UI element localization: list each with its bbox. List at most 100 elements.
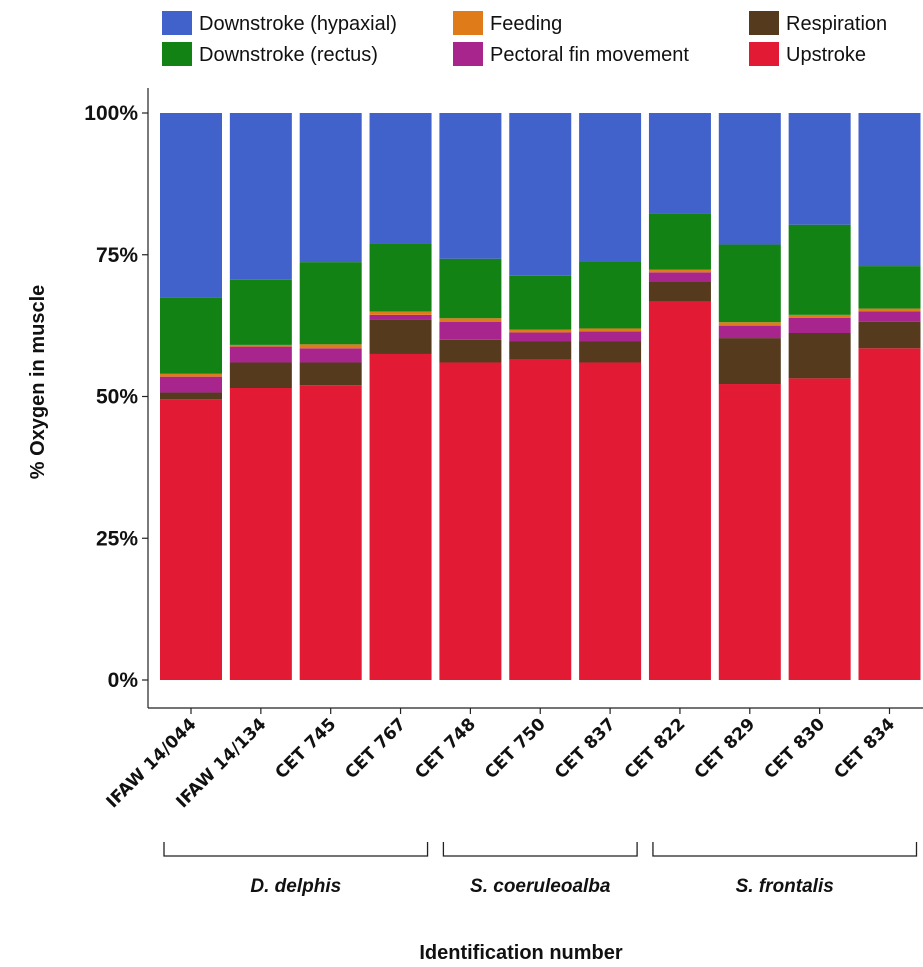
y-tick-label: 25%: [96, 527, 138, 550]
bar-stack-cet-750: [509, 113, 572, 680]
group-bracket: [652, 842, 918, 857]
bar-segment-respiration: [229, 362, 292, 388]
bar-segment-feeding: [160, 373, 222, 377]
y-axis-title: % Oxygen in muscle: [27, 285, 49, 480]
bar-segment-downstroke-hypaxial: [439, 113, 502, 259]
bar-segment-respiration: [718, 338, 781, 385]
bar-segment-downstroke-hypaxial: [648, 113, 711, 214]
bar-segment-respiration: [299, 362, 362, 386]
x-tick-label: CET 822: [621, 714, 690, 783]
bar-segment-downstroke-hypaxial: [160, 113, 222, 298]
bar-segment-pectoral-fin-movement: [509, 332, 572, 342]
x-tick-label: CET 837: [551, 714, 620, 783]
legend-swatch: [162, 11, 192, 35]
bar-segment-pectoral-fin-movement: [229, 346, 292, 363]
bar-stack-cet-830: [788, 113, 851, 680]
bar-segment-feeding: [299, 344, 362, 349]
legend-item-downstroke-hypaxial: Downstroke (hypaxial): [162, 11, 397, 35]
bar-stack-cet-837: [579, 113, 642, 680]
x-tick-label: CET 748: [411, 714, 480, 783]
x-tick-label: CET 830: [761, 714, 830, 783]
bar-segment-pectoral-fin-movement: [648, 272, 711, 282]
bar-segment-downstroke-hypaxial: [509, 113, 572, 276]
x-tick-label: CET 767: [341, 714, 410, 783]
bar-segment-downstroke-rectus: [579, 261, 642, 329]
bar-stack-cet-822: [648, 113, 711, 680]
bar-stack-cet-748: [439, 113, 502, 680]
bar-segment-respiration: [579, 341, 642, 363]
bar-segment-upstroke: [509, 359, 572, 680]
group-label: S. frontalis: [736, 876, 834, 897]
bar-segment-pectoral-fin-movement: [788, 317, 851, 333]
x-tick-label: CET 829: [691, 714, 760, 783]
x-axis-title: Identification number: [419, 942, 623, 964]
group-label: D. delphis: [250, 876, 341, 897]
bar-segment-feeding: [648, 269, 711, 273]
bar-segment-feeding: [858, 308, 921, 312]
legend-label: Feeding: [490, 13, 562, 35]
bar-segment-upstroke: [160, 399, 222, 680]
bar-segment-downstroke-rectus: [509, 275, 572, 330]
legend-label: Upstroke: [786, 44, 866, 66]
bar-segment-pectoral-fin-movement: [439, 321, 502, 340]
bar-segment-respiration: [369, 319, 432, 354]
bar-segment-respiration: [160, 392, 222, 400]
legend-label: Downstroke (hypaxial): [199, 13, 397, 35]
group-d-delphis: D. delphis: [163, 842, 429, 897]
bar-segment-pectoral-fin-movement: [858, 311, 921, 322]
bar-segment-respiration: [858, 321, 921, 349]
bar-segment-feeding: [229, 344, 292, 347]
bar-segment-downstroke-hypaxial: [858, 113, 921, 267]
bar-segment-upstroke: [858, 348, 921, 680]
plot-area: [160, 113, 921, 680]
bar-segment-pectoral-fin-movement: [579, 331, 642, 342]
legend-item-pectoral-fin-movement: Pectoral fin movement: [453, 42, 689, 66]
bar-segment-upstroke: [299, 385, 362, 680]
bar-segment-feeding: [439, 318, 502, 322]
bar-segment-pectoral-fin-movement: [160, 376, 222, 393]
x-tick-label: CET 750: [481, 714, 550, 783]
y-tick-label: 0%: [108, 669, 139, 692]
legend-item-upstroke: Upstroke: [749, 42, 866, 66]
x-tick-label: CET 745: [272, 714, 341, 783]
y-tick-label: 100%: [84, 102, 138, 125]
bar-segment-feeding: [718, 322, 781, 326]
x-tick-label: CET 834: [830, 714, 899, 783]
group-label: S. coeruleoalba: [470, 876, 611, 897]
bar-segment-downstroke-rectus: [160, 297, 222, 374]
legend-item-respiration: Respiration: [749, 11, 887, 35]
bar-segment-upstroke: [648, 301, 711, 680]
bar-segment-downstroke-hypaxial: [718, 113, 781, 245]
group-bracket: [163, 842, 429, 857]
bar-segment-feeding: [509, 329, 572, 333]
bar-stack-cet-829: [718, 113, 781, 680]
bar-segment-downstroke-rectus: [648, 213, 711, 270]
bar-segment-downstroke-hypaxial: [579, 113, 642, 262]
group-bracket: [442, 842, 638, 857]
legend-label: Respiration: [786, 13, 887, 35]
bar-segment-downstroke-rectus: [718, 244, 781, 323]
bar-stack-cet-834: [858, 113, 921, 680]
species-groups: D. delphis S. coeruleoalba S. frontalis: [163, 842, 918, 897]
legend: Downstroke (hypaxial) Feeding Respiration D…: [162, 11, 887, 66]
bar-stack-cet-767: [369, 113, 432, 680]
bar-segment-upstroke: [579, 362, 642, 680]
bar-segment-downstroke-hypaxial: [788, 113, 851, 225]
bar-stack-cet-745: [299, 113, 362, 680]
bar-segment-downstroke-hypaxial: [369, 113, 432, 244]
legend-swatch: [453, 11, 483, 35]
bar-segment-downstroke-hypaxial: [229, 113, 292, 280]
legend-label: Downstroke (rectus): [199, 44, 378, 66]
bar-stack-ifaw-14-044: [160, 113, 222, 680]
legend-label: Pectoral fin movement: [490, 44, 689, 66]
bar-segment-respiration: [509, 341, 572, 360]
y-axis: 0% 25% 50% 75% 100%: [84, 88, 149, 708]
bar-segment-pectoral-fin-movement: [718, 325, 781, 339]
bar-segment-upstroke: [718, 384, 781, 680]
y-tick-label: 50%: [96, 386, 138, 409]
bar-segment-feeding: [788, 314, 851, 318]
bar-segment-downstroke-rectus: [229, 279, 292, 345]
legend-swatch: [162, 42, 192, 66]
